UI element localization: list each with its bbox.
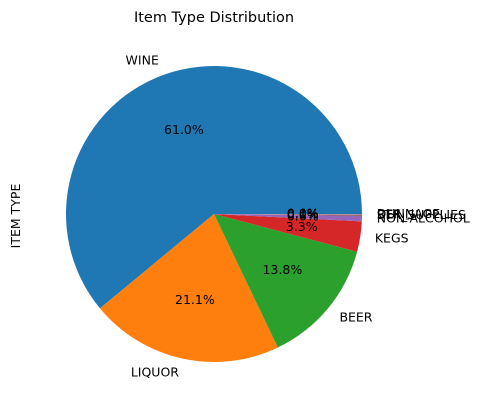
slice-label-liquor: LIQUOR — [131, 364, 179, 379]
slice-label-beer: BEER — [339, 309, 372, 324]
slice-label-dunnage: DUNNAGE — [377, 206, 440, 221]
slice-percent-wine: 61.0% — [164, 122, 204, 137]
slice-label-wine: WINE — [126, 52, 159, 67]
slice-percent-beer: 13.8% — [263, 262, 303, 277]
chart-title: Item Type Distribution — [134, 10, 294, 26]
slice-label-kegs: KEGS — [375, 230, 409, 245]
slice-percent-dunnage: 0.0% — [287, 206, 319, 221]
slice-percent-liquor: 21.1% — [175, 292, 215, 307]
y-axis-label: ITEM TYPE — [8, 184, 23, 249]
